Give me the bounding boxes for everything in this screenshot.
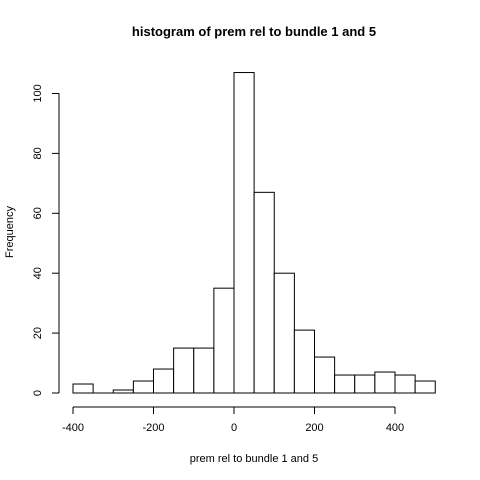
y-tick-label: 80 [32, 147, 44, 159]
y-tick-label: 100 [32, 84, 44, 102]
y-tick-label: 0 [32, 390, 44, 396]
histogram-bar [394, 374, 416, 394]
histogram-bar [273, 272, 295, 394]
x-tick-label: 400 [386, 422, 404, 434]
histogram-bar [314, 356, 336, 394]
chart-title: histogram of prem rel to bundle 1 and 5 [132, 24, 376, 39]
bars-group [72, 72, 436, 394]
y-tick-label: 40 [32, 267, 44, 279]
histogram-bar [414, 380, 436, 394]
histogram-bar [213, 287, 235, 394]
histogram-bar [334, 374, 356, 394]
x-tick-label: 200 [305, 422, 323, 434]
y-tick-label: 20 [32, 327, 44, 339]
histogram-bar [354, 374, 376, 394]
histogram-bar [72, 383, 94, 394]
histogram-bar [374, 371, 396, 394]
histogram-bar [233, 72, 255, 394]
histogram-bar [293, 329, 315, 394]
histogram-bar [173, 347, 195, 394]
histogram-bar [132, 380, 154, 394]
histogram-bar [193, 347, 215, 394]
x-tick-label: 0 [231, 422, 237, 434]
x-tick-label: -400 [62, 422, 84, 434]
x-axis: -400 -200 0 200 400 [62, 406, 404, 434]
y-tick-label: 60 [32, 207, 44, 219]
y-axis: 0 20 40 60 80 100 [32, 84, 60, 396]
x-axis-label: prem rel to bundle 1 and 5 [190, 453, 318, 465]
x-tick-label: -200 [142, 422, 164, 434]
histogram-bar [253, 191, 275, 394]
histogram-bar [112, 389, 134, 394]
y-axis-label: Frequency [4, 206, 16, 258]
histogram-bar [153, 368, 175, 394]
